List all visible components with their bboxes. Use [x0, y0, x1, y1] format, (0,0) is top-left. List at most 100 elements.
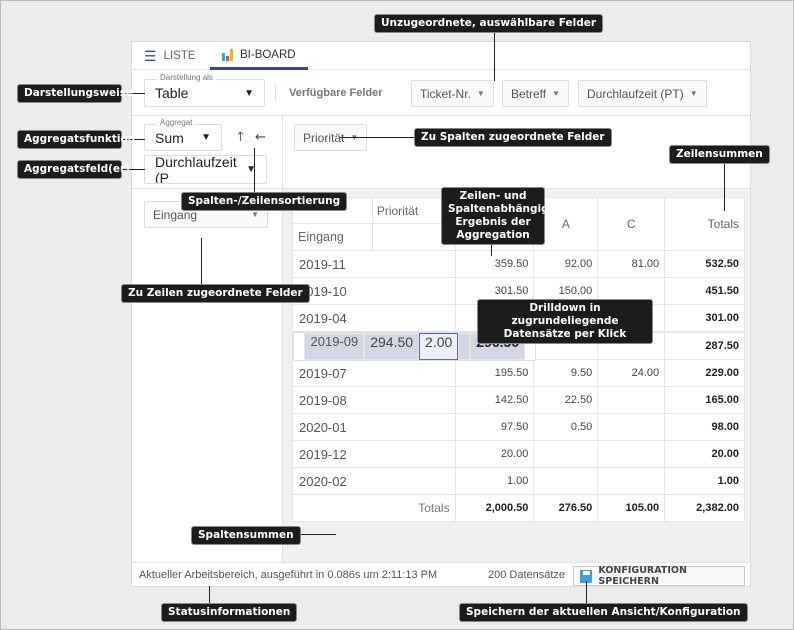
row-label: 2019-08	[292, 386, 456, 414]
row-label: 2019-04	[292, 304, 456, 332]
grand-total-cell: 2,382.00	[664, 494, 745, 522]
callout-line	[121, 169, 145, 170]
dropdown-arrow-icon: ▼	[552, 89, 561, 98]
totals-label: Totals	[292, 494, 456, 522]
row-label: 2019-09	[303, 333, 365, 360]
value-cell[interactable]: 0.50	[533, 413, 599, 441]
table-row: 2019-11 359.50 92.00 81.00 532.50	[292, 250, 745, 278]
aggregate-function-select[interactable]: Aggregat Sum ▼	[144, 118, 222, 151]
dropdown-arrow-icon: ▼	[244, 87, 254, 99]
field-betreff[interactable]: Betreff ▼	[502, 80, 570, 107]
row-total-cell: 229.00	[664, 359, 745, 387]
callout-line	[254, 148, 255, 194]
row-total-cell: 20.00	[664, 440, 745, 468]
value-cell[interactable]: 92.00	[533, 250, 599, 278]
row-label: 2019-10	[292, 277, 456, 305]
row-total-cell: 301.00	[664, 304, 745, 332]
callout-line	[201, 238, 202, 285]
callout-sort: Spalten-/Zeilensortierung	[181, 192, 348, 211]
callout-line	[586, 581, 587, 604]
value-cell[interactable]: 20.00	[454, 440, 535, 468]
value-cell[interactable]	[533, 440, 599, 468]
view-tabs: ☰ LISTE BI-BOARD	[131, 42, 751, 70]
column-total-cell: 2,000.50	[454, 494, 535, 522]
row-label: 2019-07	[292, 359, 456, 387]
value-cell[interactable]: 1.00	[454, 467, 535, 495]
callout-line	[121, 139, 145, 140]
row-total-cell: 98.00	[664, 413, 745, 441]
field-ticket-nr[interactable]: Ticket-Nr. ▼	[411, 80, 494, 107]
divider	[132, 562, 750, 563]
callout-agg-func: Aggregatsfunktion	[17, 130, 135, 149]
row-total-cell: 165.00	[664, 386, 745, 414]
callout-line	[491, 241, 492, 256]
totals-row: Totals 2,000.50 276.50 105.00 2,382.00	[292, 494, 745, 522]
col-header-totals: Totals	[664, 197, 745, 251]
row-total-cell: 1.00	[664, 467, 745, 495]
value-cell[interactable]: 195.50	[454, 359, 535, 387]
dropdown-arrow-icon: ▼	[476, 89, 485, 98]
row-label: 2020-02	[292, 467, 456, 495]
callout-drilldown: Drilldown in zugrundeliegende Datensätze…	[477, 299, 653, 344]
table-row: 2019-10 301.50 150.00 451.50	[292, 277, 745, 305]
value-cell[interactable]: 294.50	[364, 333, 420, 360]
value-cell[interactable]	[458, 333, 471, 360]
callout-status: Statusinformationen	[161, 603, 298, 622]
row-label: 2019-12	[292, 440, 456, 468]
tab-liste[interactable]: ☰ LISTE	[144, 47, 196, 64]
callout-col-fields: Zu Spalten zugeordnete Felder	[414, 128, 612, 147]
callout-line	[340, 137, 415, 138]
value-cell[interactable]: 142.50	[454, 386, 535, 414]
record-count: 200 Datensätze	[488, 569, 566, 581]
col-header[interactable]: C	[597, 197, 666, 251]
divider	[275, 85, 276, 101]
callout-col-totals: Spaltensummen	[191, 526, 301, 545]
pivot-table: Priorität A C Totals Eingang 2019-11 359.…	[292, 197, 745, 522]
value-cell[interactable]: 9.50	[533, 359, 599, 387]
row-label: 2020-01	[292, 413, 456, 441]
value-cell[interactable]: 2.00	[419, 333, 459, 360]
callout-line	[121, 93, 145, 94]
callout-line	[494, 31, 495, 81]
column-total-cell: 105.00	[597, 494, 666, 522]
callout-result: Zeilen- und Spaltenabhängiges Ergebnis d…	[441, 187, 562, 245]
callout-display: Darstellungsweise	[17, 84, 133, 103]
value-cell[interactable]: 24.00	[597, 359, 666, 387]
floppy-disk-icon	[580, 569, 593, 583]
field-durchlaufzeit[interactable]: Durchlaufzeit (PT) ▼	[578, 80, 707, 107]
dropdown-arrow-icon: ▼	[251, 210, 259, 219]
aggregate-field-select[interactable]: Durchlaufzeit (P ▼	[144, 155, 267, 184]
dropdown-arrow-icon: ▼	[689, 89, 698, 98]
column-total-cell: 276.50	[533, 494, 599, 522]
callout-line	[724, 161, 725, 211]
table-row: 2020-02 1.00 1.00	[292, 467, 745, 495]
value-cell[interactable]: 359.50	[454, 250, 535, 278]
value-cell[interactable]	[597, 440, 666, 468]
tab-bi-board[interactable]: BI-BOARD	[210, 42, 308, 70]
value-cell[interactable]: 22.50	[533, 386, 599, 414]
value-cell[interactable]: 97.50	[454, 413, 535, 441]
table-row: 2019-07 195.50 9.50 24.00 229.00	[292, 359, 745, 387]
available-fields-label: Verfügbare Felder	[289, 87, 383, 99]
callout-line	[209, 586, 210, 604]
callout-unassigned: Unzugeordnete, auswählbare Felder	[374, 14, 604, 33]
table-row: 2019-12 20.00 20.00	[292, 440, 745, 468]
value-cell[interactable]	[597, 413, 666, 441]
table-row: 2019-08 142.50 22.50 165.00	[292, 386, 745, 414]
table-row: 2020-01 97.50 0.50 98.00	[292, 413, 745, 441]
column-sort-button[interactable]: ↑	[235, 130, 246, 145]
dropdown-arrow-icon: ▼	[201, 132, 211, 143]
value-cell[interactable]	[533, 467, 599, 495]
list-icon: ☰	[144, 47, 157, 64]
callout-row-totals: Zeilensummen	[669, 145, 770, 164]
value-cell[interactable]	[597, 386, 666, 414]
row-total-cell: 532.50	[664, 250, 745, 278]
row-sort-button[interactable]: ←	[255, 130, 266, 145]
save-config-button[interactable]: KONFIGURATION SPEICHERN	[573, 565, 745, 587]
value-cell[interactable]	[597, 467, 666, 495]
value-cell[interactable]: 81.00	[597, 250, 666, 278]
display-select[interactable]: Darstellung als Table ▼	[144, 73, 265, 107]
dropdown-arrow-icon: ▼	[246, 164, 256, 175]
bar-chart-icon	[222, 48, 233, 61]
callout-row-fields: Zu Zeilen zugeordnete Felder	[121, 284, 310, 303]
